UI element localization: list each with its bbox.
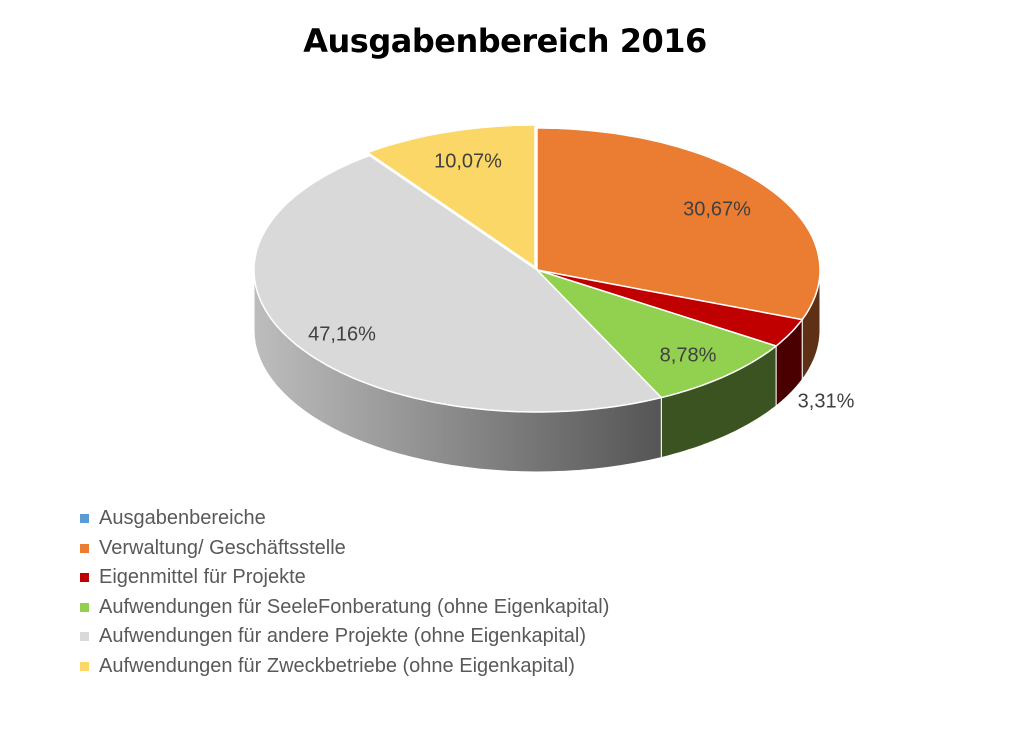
legend-label: Aufwendungen für andere Projekte (ohne E… [99, 625, 586, 648]
legend-swatch [80, 573, 89, 583]
data-label: 3,31% [797, 390, 855, 413]
pie-slice-3 [536, 269, 778, 399]
legend: Ausgabenbereiche Verwaltung/ Geschäftsste… [80, 504, 609, 681]
legend-item: Eigenmittel für Projekte [80, 563, 609, 593]
legend-item: Aufwendungen für andere Projekte (ohne E… [80, 622, 609, 652]
pie-slice-2 [536, 269, 804, 347]
pie-chart [253, 124, 821, 473]
pie-slice-1 [536, 127, 821, 321]
legend-label: Aufwendungen für SeeleFonberatung (ohne … [99, 595, 610, 618]
legend-swatch [80, 661, 89, 671]
legend-swatch [80, 514, 89, 524]
legend-swatch [80, 543, 89, 553]
legend-item: Verwaltung/ Geschäftsstelle [80, 534, 609, 564]
pie-slice-4 [253, 154, 663, 413]
data-label: 47,16% [308, 323, 376, 346]
pie-slice-5 [365, 124, 536, 269]
legend-item: Ausgabenbereiche [80, 504, 609, 534]
legend-swatch [80, 602, 89, 612]
data-label: 8,78% [659, 344, 717, 367]
legend-label: Aufwendungen für Zweckbetriebe (ohne Eig… [99, 654, 575, 677]
legend-swatch [80, 632, 89, 642]
legend-label: Ausgabenbereiche [99, 507, 266, 530]
legend-item: Aufwendungen für SeeleFonberatung (ohne … [80, 593, 609, 623]
legend-label: Eigenmittel für Projekte [99, 566, 306, 589]
legend-label: Verwaltung/ Geschäftsstelle [99, 536, 346, 559]
chart-title: Ausgabenbereich 2016 [303, 22, 707, 60]
data-label: 10,07% [434, 150, 502, 173]
data-label: 30,67% [683, 198, 751, 221]
legend-item: Aufwendungen für Zweckbetriebe (ohne Eig… [80, 652, 609, 682]
